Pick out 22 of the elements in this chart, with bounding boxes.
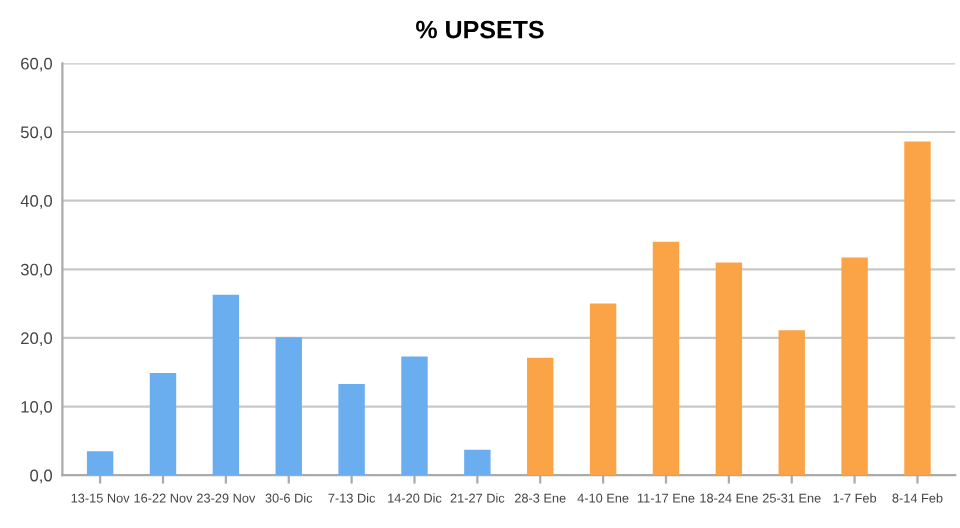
bar — [86, 451, 114, 476]
y-tick-label: 20,0 — [21, 332, 53, 347]
bar — [652, 241, 680, 476]
bar — [589, 303, 617, 476]
bar — [778, 330, 805, 476]
y-tick-label: 10,0 — [21, 400, 53, 415]
bar — [401, 356, 428, 476]
y-tick-label: 50,0 — [20, 126, 53, 141]
chart-title: % UPSETS — [416, 20, 544, 39]
bar — [527, 357, 554, 476]
bar — [841, 257, 868, 476]
bar — [715, 262, 743, 476]
bar — [338, 383, 365, 476]
bar — [464, 449, 491, 476]
bar — [149, 372, 177, 476]
bar — [275, 337, 302, 476]
y-tick-label: 40,0 — [20, 195, 53, 209]
y-tick-label: 0,0 — [30, 469, 53, 484]
bar — [904, 141, 931, 476]
y-tick-label: 60,0 — [21, 57, 53, 72]
bar — [212, 294, 240, 476]
y-tick-label: 30,0 — [20, 263, 53, 278]
